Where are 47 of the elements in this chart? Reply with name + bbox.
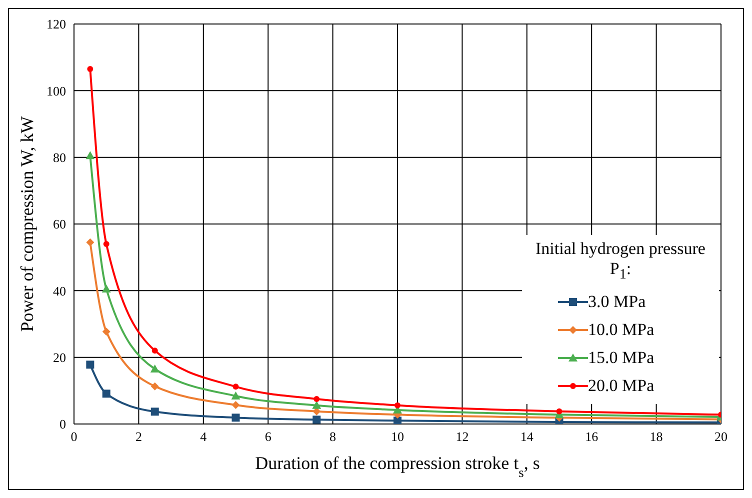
x-tick-label: 4	[200, 429, 208, 444]
point	[231, 392, 240, 400]
point	[102, 284, 111, 292]
x-tick-label: 20	[714, 429, 728, 444]
legend-label: 10.0 MPa	[588, 320, 654, 340]
point	[232, 414, 240, 422]
y-tick-label: 60	[53, 216, 66, 232]
x-tick-label: 10	[391, 429, 404, 444]
x-tick-label: 8	[330, 429, 336, 444]
point	[232, 384, 239, 390]
point	[232, 401, 240, 409]
point	[103, 241, 110, 247]
y-axis-title: Power of compression W, kW	[17, 116, 37, 332]
point	[312, 416, 321, 424]
point	[394, 416, 402, 424]
y-tick-label: 40	[53, 283, 66, 298]
point	[102, 328, 110, 336]
legend-label: 15.0 MPa	[588, 348, 654, 368]
x-tick-label: 18	[650, 429, 663, 444]
y-tick-label: 80	[53, 150, 66, 165]
y-tick-label: 0	[60, 416, 66, 432]
legend-label: 3.0 MPa	[588, 292, 646, 312]
point	[86, 238, 94, 246]
point	[314, 396, 320, 402]
point	[87, 66, 94, 72]
x-tick-label: 2	[135, 429, 142, 444]
legend-title: Initial hydrogen pressure P$_{1}$:	[534, 239, 706, 284]
point	[102, 390, 110, 398]
point	[150, 408, 159, 416]
point	[150, 382, 159, 390]
point	[556, 408, 562, 414]
x-tick-label: 12	[456, 429, 469, 444]
x-axis-title: Duration of the compression stroke t$_{s}$, s	[255, 453, 540, 480]
x-tick-label: 14	[520, 429, 534, 444]
point	[150, 364, 160, 372]
y-tick-label: 120	[46, 16, 66, 32]
x-tick-label: 16	[585, 429, 599, 444]
y-tick-label: 100	[46, 83, 66, 98]
point	[312, 400, 322, 409]
y-tick-label: 20	[53, 350, 66, 365]
x-tick-label: 0	[70, 429, 78, 444]
point	[86, 360, 94, 369]
point	[86, 151, 95, 160]
x-tick-label: 6	[264, 429, 272, 444]
point	[394, 402, 400, 408]
legend-label: 20.0 MPa	[588, 376, 654, 396]
point	[152, 348, 158, 354]
